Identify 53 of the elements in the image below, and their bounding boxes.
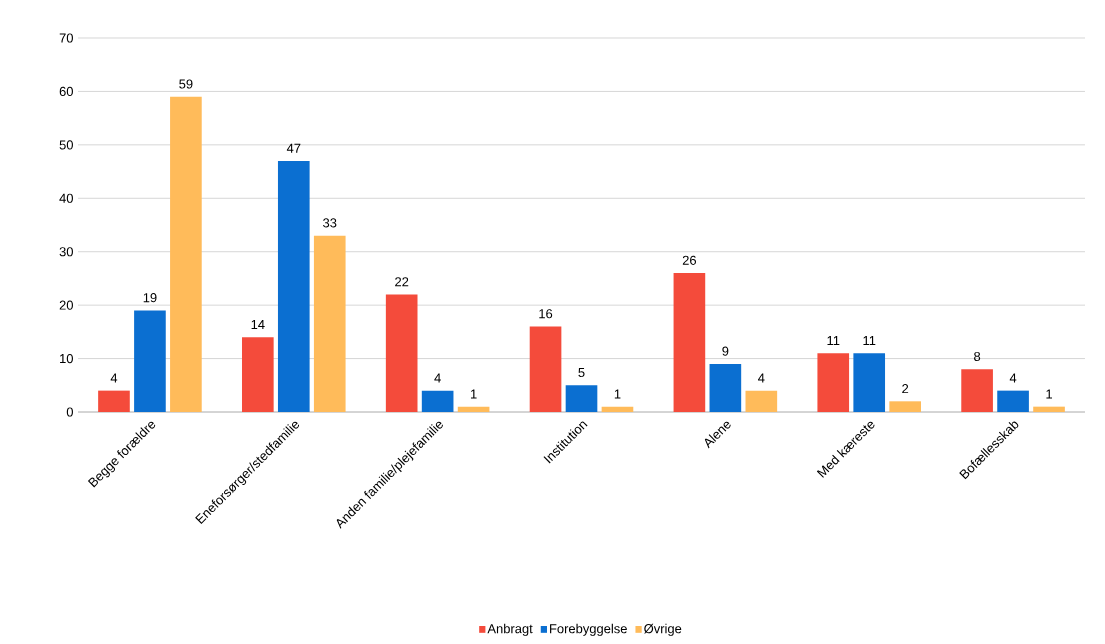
y-tick-label: 70 [59,33,73,43]
legend-label: Øvrige [644,623,682,636]
bar [889,401,921,412]
bar [745,390,778,412]
data-label: 4 [758,373,765,383]
data-label: 26 [682,255,697,265]
data-label: 5 [578,368,585,378]
bar [277,160,310,412]
bar [1033,406,1065,412]
data-label: 14 [251,320,265,329]
bar [853,353,886,412]
bar [529,326,562,412]
bar [421,390,454,412]
bar [170,96,202,412]
bar [601,406,634,412]
data-label: 1 [614,389,621,399]
y-tick-label: 10 [60,353,73,364]
bar [673,273,706,412]
data-label: 16 [539,309,553,319]
y-tick-label: 60 [59,86,73,97]
data-label: 4 [1009,373,1017,383]
legend-label: Forebyggelse [550,623,627,636]
bar [385,294,418,412]
data-label: 59 [179,79,193,89]
y-tick-label: 30 [59,247,73,257]
bar [565,385,598,412]
data-label: 47 [286,143,301,153]
bar [242,337,274,412]
bar [997,390,1029,412]
y-tick-label: 50 [59,140,73,150]
data-label: 2 [902,384,909,394]
data-label: 8 [974,351,981,362]
bar [313,235,346,412]
bar [961,369,993,412]
data-label: 11 [863,336,876,346]
y-tick-label: 0 [66,407,73,417]
bar [457,406,490,412]
data-label: 1 [1046,389,1053,399]
data-label: 11 [827,336,840,346]
data-label: 19 [143,293,157,303]
bar [98,390,130,412]
bar [709,363,742,412]
legend-label: Anbragt [487,623,533,636]
data-label: 4 [110,373,118,383]
data-label: 33 [323,218,337,228]
y-tick-label: 20 [59,300,73,310]
bar [134,310,166,412]
data-label: 22 [395,277,409,287]
data-label: 4 [434,373,441,383]
data-label: 1 [470,389,477,399]
data-label: 9 [722,346,729,356]
y-tick-label: 40 [59,193,73,203]
bar [817,353,850,412]
